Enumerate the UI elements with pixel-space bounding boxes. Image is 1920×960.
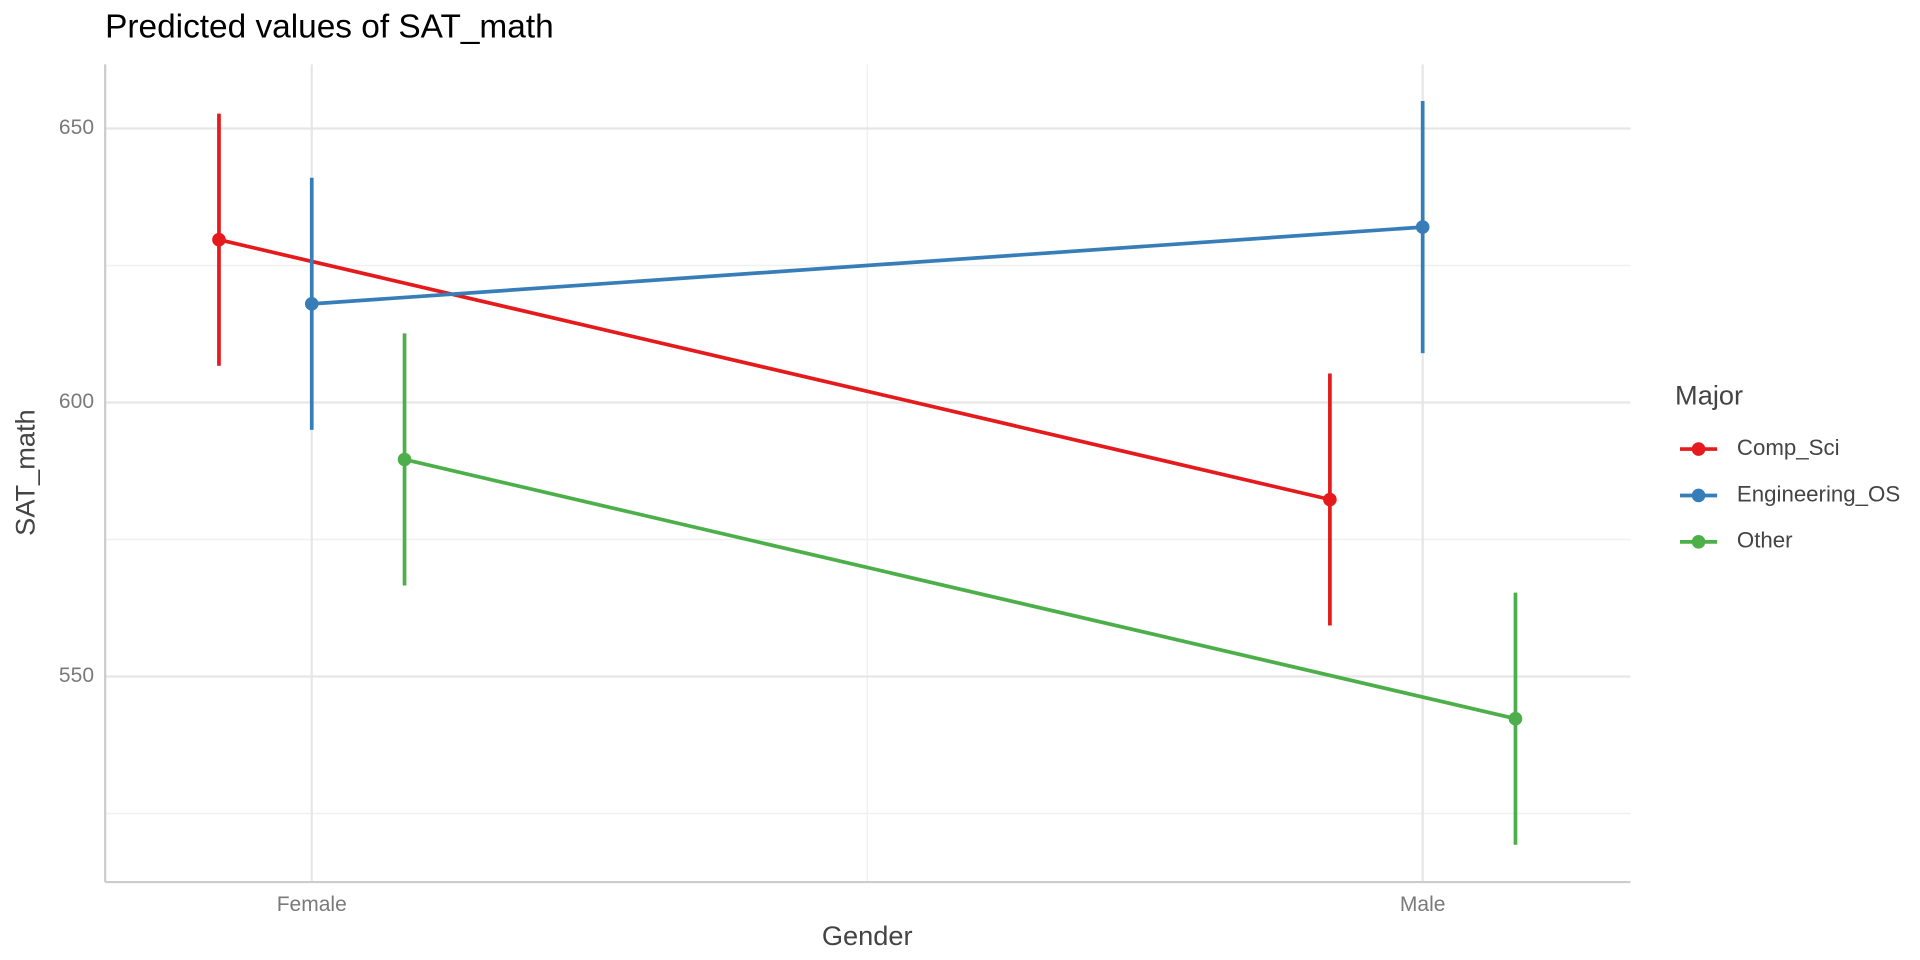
legend-key-point xyxy=(1691,535,1706,549)
y-tick-label: 650 xyxy=(59,116,94,139)
point xyxy=(1323,492,1337,507)
y-tick-label: 600 xyxy=(59,390,94,413)
legend-key-point xyxy=(1691,488,1706,503)
legend-label: Other xyxy=(1737,528,1793,553)
series-line xyxy=(218,237,1331,502)
point xyxy=(1415,220,1430,234)
y-axis-title: SAT_math xyxy=(9,409,40,536)
x-tick-label: Male xyxy=(1400,893,1446,916)
x-tick-label: Female xyxy=(277,893,347,916)
chart-title: Predicted values of SAT_math xyxy=(105,8,554,45)
legend-label: Engineering_OS xyxy=(1737,481,1900,506)
series-line xyxy=(404,457,1516,721)
legend-key-point xyxy=(1691,442,1706,456)
point xyxy=(1508,711,1523,726)
legend-title: Major xyxy=(1675,379,1743,410)
point xyxy=(397,452,412,467)
point xyxy=(212,232,226,247)
legend-label: Comp_Sci xyxy=(1737,435,1840,460)
series-line xyxy=(311,225,1423,306)
x-axis-title: Gender xyxy=(822,920,913,951)
y-tick-label: 550 xyxy=(59,664,94,687)
point xyxy=(304,297,319,311)
